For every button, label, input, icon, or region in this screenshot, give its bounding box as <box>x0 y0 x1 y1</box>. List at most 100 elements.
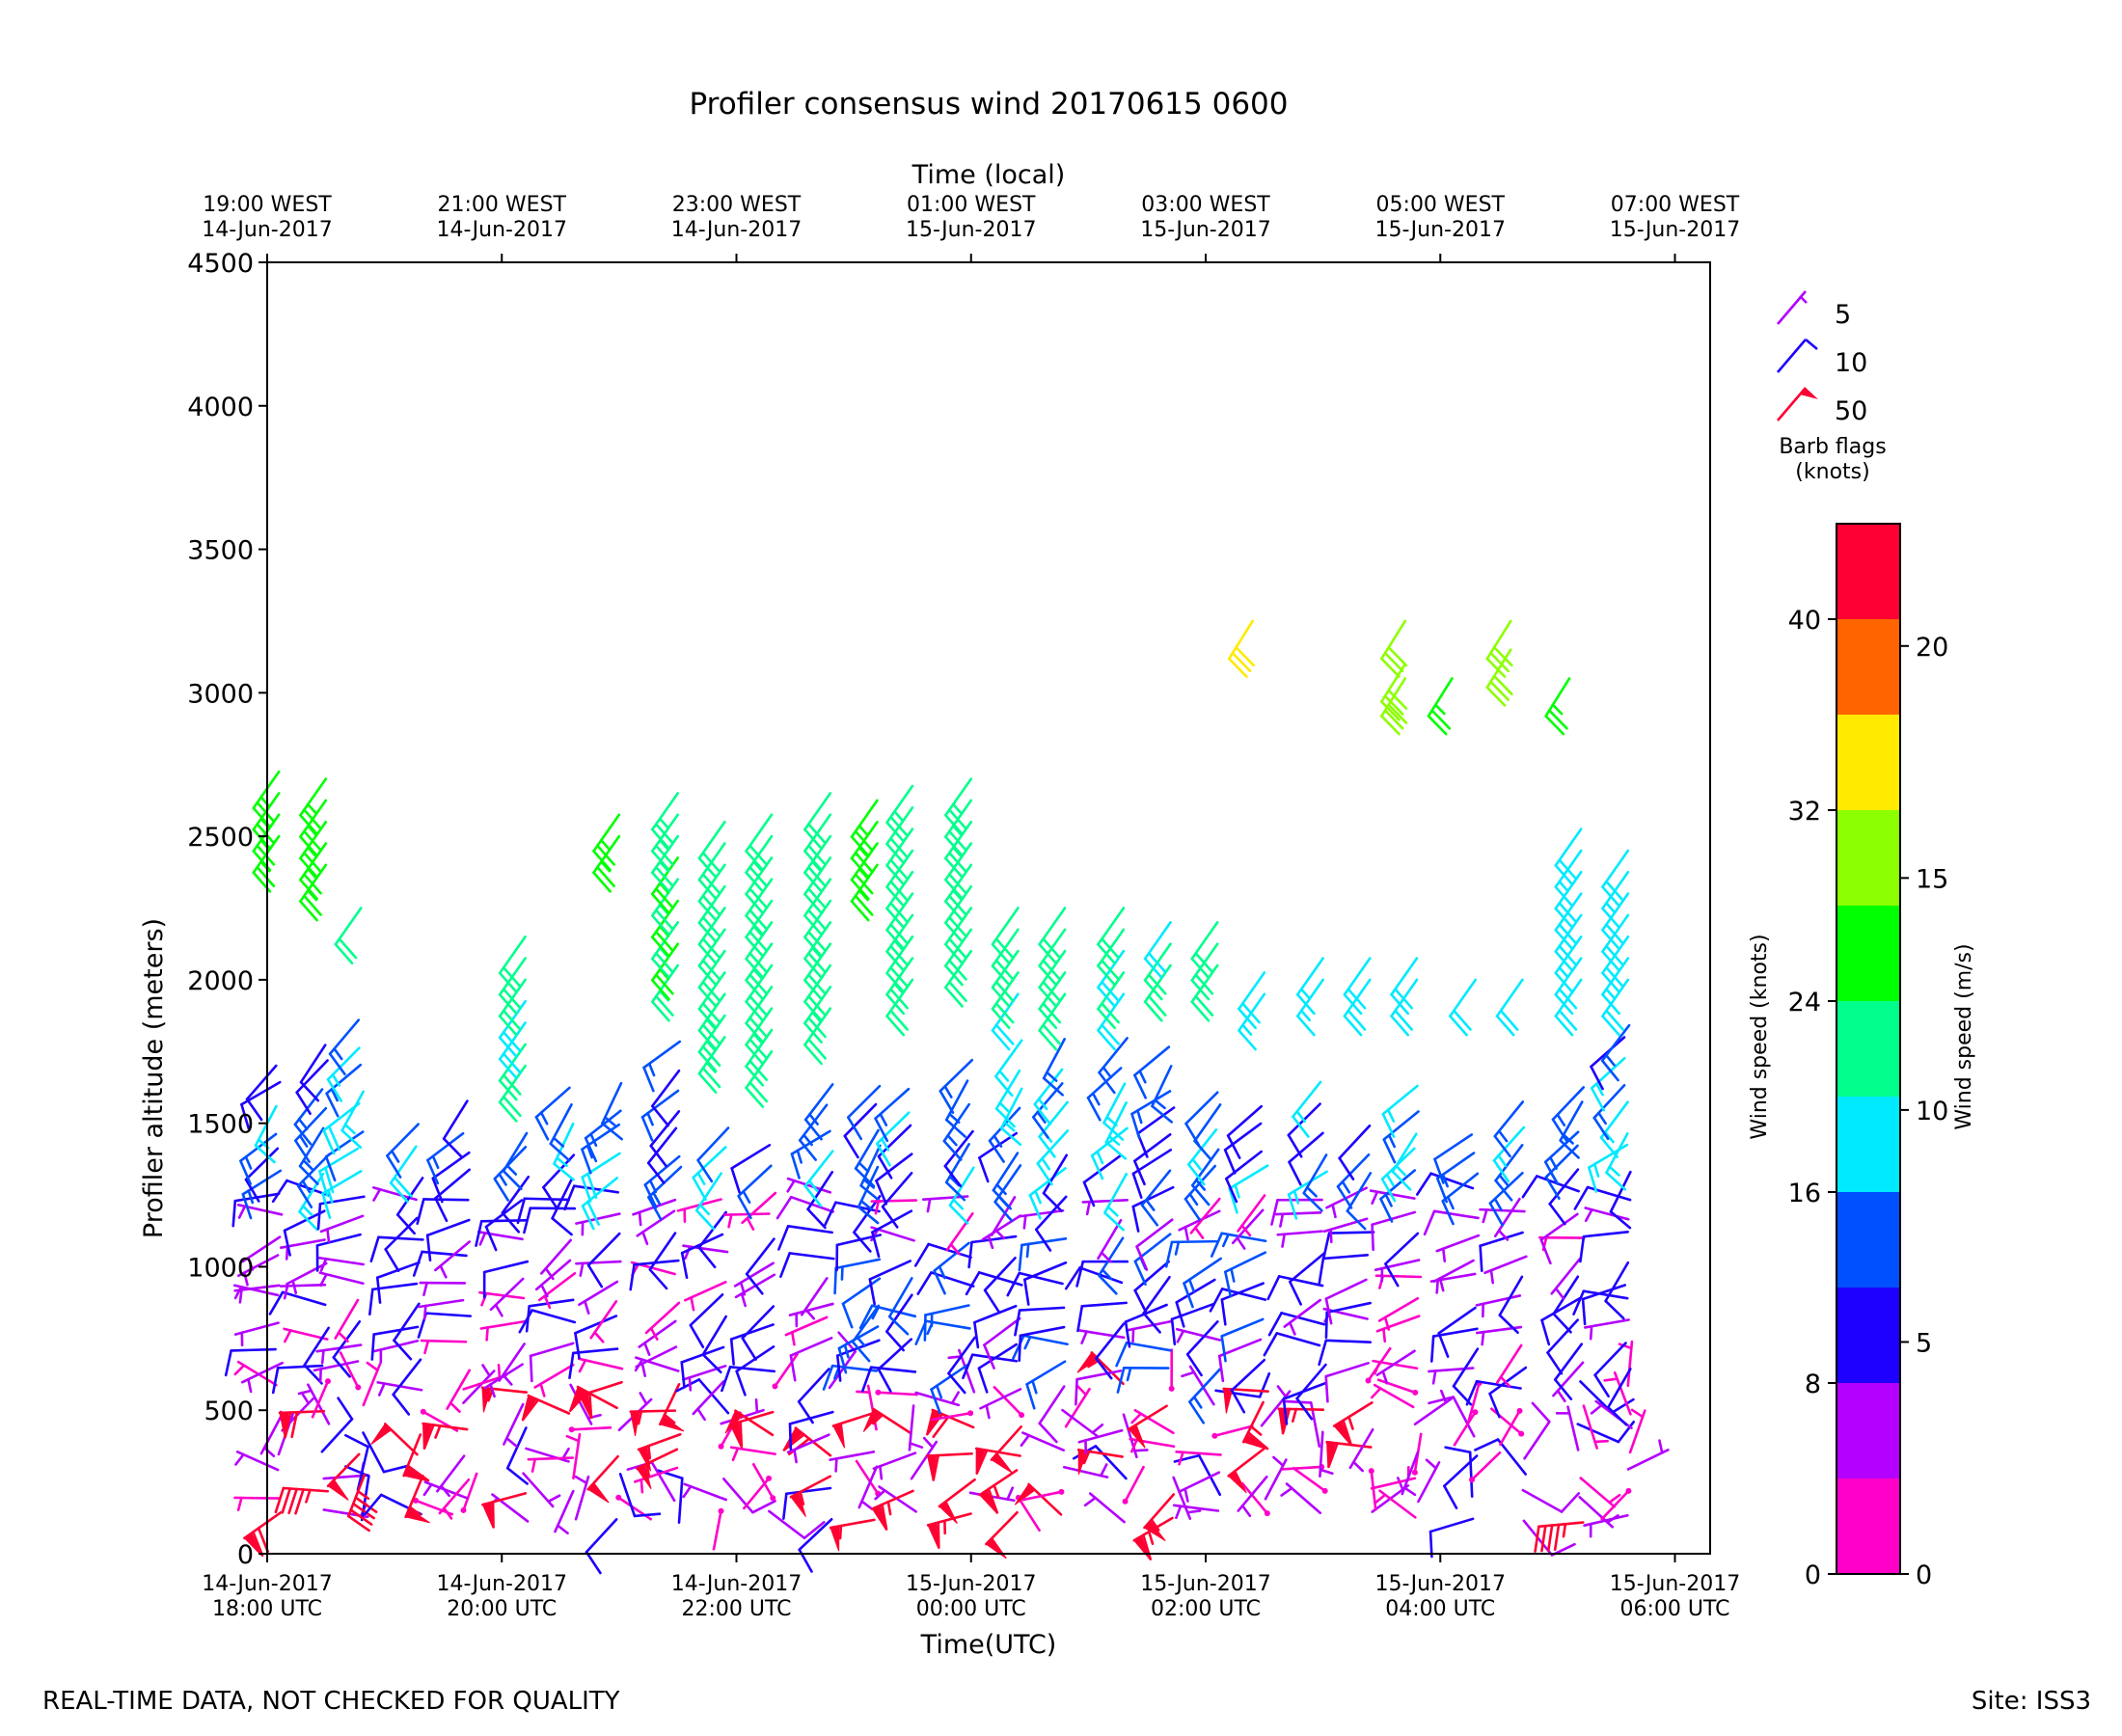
wind-barb <box>372 1339 420 1364</box>
barb-shaft <box>828 1350 857 1390</box>
barb-full-tick <box>1371 1223 1374 1252</box>
barb-shaft <box>1136 1106 1176 1135</box>
barb-full-tick <box>1544 715 1565 736</box>
barb-half-tick <box>297 1118 309 1130</box>
barb-half-tick <box>648 1179 658 1194</box>
barb-full-tick <box>1075 1260 1085 1288</box>
wind-barb <box>870 1199 918 1215</box>
barb-full-tick <box>1032 1116 1049 1139</box>
barb-full-tick <box>1390 1015 1410 1037</box>
wind-barb <box>885 784 914 843</box>
barb-full-tick <box>369 1235 380 1262</box>
barb-flag <box>481 1502 494 1528</box>
barb-half-tick <box>1240 1504 1252 1518</box>
wind-barb <box>1295 1363 1327 1421</box>
wind-barb <box>618 1473 662 1518</box>
wind-barb <box>875 1153 913 1206</box>
barb-shaft <box>931 1411 971 1422</box>
barb-shaft <box>768 1509 806 1540</box>
barb-full-tick <box>748 973 769 995</box>
barb-half-tick <box>1384 1193 1393 1207</box>
wind-barb <box>303 1326 331 1385</box>
wind-barb <box>916 1271 975 1295</box>
barb-full-tick <box>1147 994 1167 1017</box>
barb-half-tick <box>1584 1207 1593 1222</box>
wind-barb <box>1038 907 1067 965</box>
wind-barb <box>462 1364 496 1404</box>
wind-barb <box>1028 1167 1067 1220</box>
barb-full-tick <box>1382 1138 1397 1164</box>
barb-half-tick <box>502 1373 513 1386</box>
wind-barb <box>1379 1169 1416 1223</box>
wind-barb <box>640 1089 680 1142</box>
barb-half-tick <box>649 1326 659 1341</box>
barb-full-tick <box>701 1044 721 1068</box>
barb-full-tick <box>994 1002 1015 1024</box>
barb-full-tick <box>748 930 769 952</box>
barb-full-tick <box>426 1158 440 1185</box>
wind-barb <box>1368 1468 1377 1511</box>
barb-full-tick <box>601 1122 623 1141</box>
legend-value: 5 <box>1835 300 1851 330</box>
barb-shaft <box>1185 1320 1219 1356</box>
barb-full-tick <box>1342 1419 1352 1446</box>
barb-full-tick <box>885 929 906 951</box>
barb-full-tick <box>944 856 964 879</box>
barb-half-tick <box>1082 1450 1091 1465</box>
barb-flag <box>927 1522 939 1548</box>
wind-barb <box>419 1281 467 1297</box>
barb-shaft <box>1370 1470 1377 1511</box>
x-tick-top-label: 01:00 WEST <box>907 193 1036 217</box>
wind-barb <box>722 1478 776 1514</box>
wind-barb <box>505 1426 529 1485</box>
barb-point <box>355 1384 362 1391</box>
wind-barb <box>871 1489 914 1531</box>
barb-shaft <box>281 1290 327 1307</box>
barb-full-tick <box>1387 703 1408 724</box>
barb-shaft <box>774 1352 800 1388</box>
barb-full-tick <box>498 1079 518 1101</box>
barb-full-tick <box>1185 1352 1203 1377</box>
colorbar-segment <box>1836 1288 1900 1383</box>
wind-barb <box>389 1145 418 1204</box>
barb-half-tick <box>643 1342 651 1356</box>
barb-half-tick <box>1020 1433 1031 1447</box>
barb-full-tick <box>1183 1197 1202 1222</box>
barb-full-tick <box>1453 1009 1472 1031</box>
barb-full-tick <box>1554 950 1574 972</box>
barb-full-tick <box>1104 1141 1128 1160</box>
wind-barb <box>983 1316 1021 1370</box>
barb-half-tick <box>440 1484 450 1498</box>
barb-full-tick <box>745 892 765 915</box>
wind-barb <box>806 1171 834 1230</box>
wind-barb <box>565 1432 582 1480</box>
legend-title: (knots) <box>1795 460 1869 484</box>
barb-full-tick <box>1383 694 1404 716</box>
colorbar-knots-label: 16 <box>1788 1179 1821 1208</box>
barb-full-tick <box>1601 992 1620 1016</box>
barb-shaft <box>501 1175 530 1214</box>
barb-shaft <box>1288 1131 1324 1164</box>
barb-full-tick <box>1383 709 1404 730</box>
barb-full-tick <box>1238 1007 1257 1030</box>
barb-full-tick <box>422 1424 435 1451</box>
wind-barb <box>575 1212 621 1236</box>
wind-barb <box>1151 1065 1173 1124</box>
wind-barb <box>298 1172 325 1232</box>
barb-half-tick <box>422 1281 428 1297</box>
barb-half-tick <box>1385 1173 1395 1187</box>
barb-full-tick <box>944 1118 966 1138</box>
wind-barb <box>1081 1198 1129 1216</box>
wind-barb <box>1238 971 1266 1030</box>
wind-barb <box>1126 1319 1172 1343</box>
barb-half-tick <box>1289 1321 1296 1336</box>
barb-full-tick <box>647 1196 663 1221</box>
wind-barb <box>1266 1275 1324 1301</box>
barb-full-tick <box>871 1231 881 1259</box>
barb-shaft <box>1324 1362 1370 1378</box>
wind-barb <box>1021 1488 1065 1502</box>
wind-barb <box>1479 1231 1524 1273</box>
barb-half-tick <box>874 1200 881 1215</box>
barb-half-tick <box>600 838 612 852</box>
wind-barb <box>1544 677 1571 736</box>
